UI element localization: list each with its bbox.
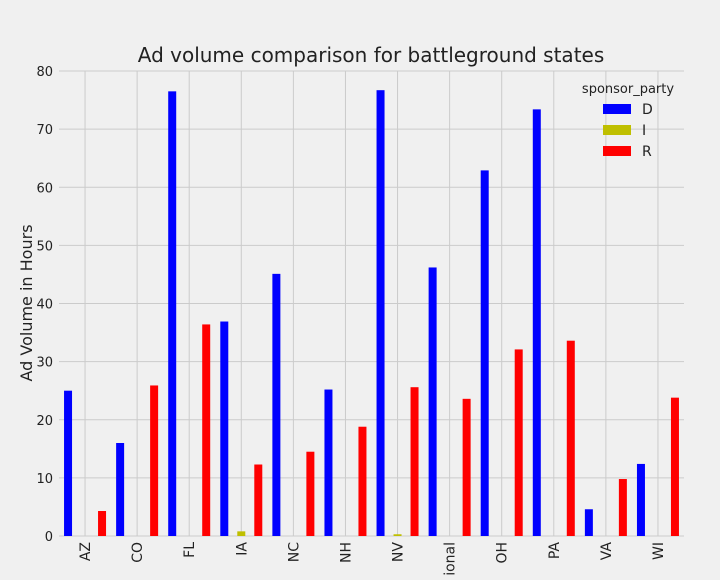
bar-R-WI — [670, 397, 679, 536]
bar-D-PA — [532, 109, 541, 537]
bar-R-FL — [202, 324, 211, 536]
y-tick-label: 60 — [36, 181, 53, 196]
x-tick-label: NV — [391, 542, 407, 562]
bar-R-OH — [514, 349, 523, 536]
bar-D-NC — [272, 273, 281, 536]
bar-D-NH — [324, 389, 333, 536]
bar-D-CO — [116, 443, 125, 536]
legend-swatch-R — [603, 146, 631, 156]
x-tick-label: WI — [651, 542, 667, 560]
x-tick-label: NH — [338, 542, 354, 563]
x-tick-label: FL — [182, 542, 198, 558]
x-tick-label: PA — [547, 542, 563, 560]
x-tick-label: National — [443, 542, 459, 576]
legend-swatch-I — [603, 125, 631, 135]
bar-D-FL — [168, 91, 177, 536]
bar-R-NH — [358, 426, 367, 536]
x-tick-label: AZ — [78, 542, 94, 561]
chart-title: Ad volume comparison for battleground st… — [138, 43, 605, 67]
legend-swatch-D — [603, 104, 631, 114]
bar-D-NV — [376, 90, 385, 537]
y-tick-label: 10 — [36, 472, 53, 487]
grid — [59, 70, 684, 537]
bar-R-IA — [254, 464, 263, 536]
x-tick-label: IA — [234, 542, 250, 556]
bar-D-OH — [480, 170, 489, 537]
x-tick-label: CO — [130, 542, 146, 563]
bar-R-NC — [306, 451, 315, 536]
y-tick-label: 50 — [36, 239, 53, 254]
legend: sponsor_party DIR — [582, 82, 674, 160]
bar-I-IA — [237, 531, 246, 536]
bar-R-CO — [150, 385, 159, 536]
legend-label: I — [642, 123, 646, 139]
y-axis-label: Ad Volume in Hours — [17, 224, 36, 381]
x-tick-label: VA — [599, 542, 615, 561]
y-tick-label: 70 — [36, 123, 53, 138]
bar-R-PA — [566, 340, 575, 536]
bar-D-National — [428, 267, 437, 536]
legend-label: D — [642, 102, 653, 118]
bar-D-WI — [636, 463, 645, 536]
axes: 0 10 20 30 40 50 60 70 80 AZ CO FL IA NC NH NV National O… — [36, 65, 667, 580]
y-tick-label: 80 — [36, 65, 53, 80]
bar-D-AZ — [64, 390, 73, 536]
bar-D-IA — [220, 321, 229, 536]
bars — [64, 90, 679, 537]
x-tick-label: OH — [495, 542, 511, 564]
y-tick-label: 40 — [36, 298, 53, 313]
x-tick-label: NC — [286, 542, 302, 562]
y-tick-label: 20 — [36, 414, 53, 429]
y-tick-label: 30 — [36, 356, 53, 371]
y-tick-label: 0 — [45, 530, 53, 545]
bar-R-AZ — [98, 511, 107, 536]
legend-title: sponsor_party — [582, 82, 674, 97]
bar-I-NV — [393, 534, 402, 536]
bar-R-VA — [618, 479, 627, 536]
bar-D-VA — [584, 509, 593, 536]
bar-R-NV — [410, 387, 419, 536]
bar-R-National — [462, 398, 471, 536]
legend-label: R — [642, 144, 652, 160]
